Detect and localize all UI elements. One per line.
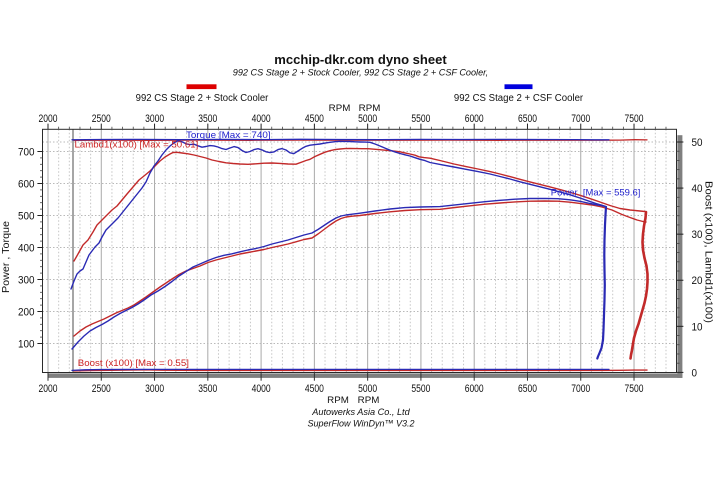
svg-text:5500: 5500 bbox=[411, 383, 430, 395]
svg-text:RPM: RPM bbox=[358, 395, 380, 406]
svg-text:400: 400 bbox=[18, 243, 35, 255]
svg-text:2500: 2500 bbox=[92, 113, 111, 125]
svg-text:2500: 2500 bbox=[92, 383, 111, 395]
svg-text:50: 50 bbox=[692, 137, 703, 149]
svg-text:20: 20 bbox=[692, 275, 703, 287]
svg-text:mcchip-dkr.com dyno sheet: mcchip-dkr.com dyno sheet bbox=[274, 52, 447, 67]
svg-text:3000: 3000 bbox=[145, 113, 164, 125]
svg-text:0: 0 bbox=[692, 367, 698, 379]
svg-text:700: 700 bbox=[18, 147, 35, 159]
svg-text:4000: 4000 bbox=[252, 113, 271, 125]
svg-text:Lambd1(x100) [Max = 50.61]: Lambd1(x100) [Max = 50.61] bbox=[75, 139, 199, 150]
svg-text:600: 600 bbox=[18, 179, 35, 191]
svg-text:Torque [Max = 740]: Torque [Max = 740] bbox=[186, 130, 271, 141]
svg-text:7000: 7000 bbox=[571, 383, 590, 395]
svg-text:Autowerks Asia Co., Ltd: Autowerks Asia Co., Ltd bbox=[311, 407, 410, 417]
svg-text:992 CS Stage 2 + Stock Cooler: 992 CS Stage 2 + Stock Cooler bbox=[136, 93, 269, 104]
svg-text:3000: 3000 bbox=[145, 383, 164, 395]
svg-text:6000: 6000 bbox=[465, 113, 484, 125]
svg-text:6000: 6000 bbox=[465, 383, 484, 395]
svg-text:4000: 4000 bbox=[252, 383, 271, 395]
svg-text:6500: 6500 bbox=[518, 383, 537, 395]
svg-text:Power [Max = 559.6]: Power [Max = 559.6] bbox=[551, 188, 641, 199]
svg-text:30: 30 bbox=[692, 229, 703, 241]
svg-text:3500: 3500 bbox=[198, 113, 217, 125]
svg-text:RPM: RPM bbox=[329, 103, 351, 114]
svg-text:10: 10 bbox=[692, 321, 703, 333]
svg-text:5000: 5000 bbox=[358, 113, 377, 125]
svg-text:100: 100 bbox=[18, 339, 35, 351]
svg-text:5000: 5000 bbox=[358, 383, 377, 395]
svg-text:992 CS Stage 2 + CSF Cooler: 992 CS Stage 2 + CSF Cooler bbox=[454, 93, 584, 104]
svg-text:RPM: RPM bbox=[327, 395, 349, 406]
svg-text:7500: 7500 bbox=[625, 113, 644, 125]
svg-text:Power , Torque: Power , Torque bbox=[1, 221, 12, 293]
svg-text:SuperFlow WinDyn™ V3.2: SuperFlow WinDyn™ V3.2 bbox=[308, 419, 416, 429]
svg-text:RPM: RPM bbox=[359, 103, 381, 114]
svg-text:3500: 3500 bbox=[198, 383, 217, 395]
svg-text:40: 40 bbox=[692, 183, 703, 195]
svg-text:4500: 4500 bbox=[305, 383, 324, 395]
svg-text:Boost (x100), Lambd1(x100): Boost (x100), Lambd1(x100) bbox=[703, 181, 714, 323]
svg-text:200: 200 bbox=[18, 307, 35, 319]
svg-text:6500: 6500 bbox=[518, 113, 537, 125]
svg-text:2000: 2000 bbox=[39, 113, 58, 125]
svg-text:4500: 4500 bbox=[305, 113, 324, 125]
svg-text:Boost (x100) [Max = 0.55]: Boost (x100) [Max = 0.55] bbox=[78, 358, 189, 369]
svg-text:500: 500 bbox=[18, 211, 35, 223]
svg-text:7000: 7000 bbox=[571, 113, 590, 125]
svg-text:300: 300 bbox=[18, 275, 35, 287]
svg-text:5500: 5500 bbox=[411, 113, 430, 125]
svg-text:7500: 7500 bbox=[625, 383, 644, 395]
svg-text:992 CS Stage 2 + Stock Cooler,: 992 CS Stage 2 + Stock Cooler, 992 CS St… bbox=[233, 68, 488, 78]
svg-text:2000: 2000 bbox=[39, 383, 58, 395]
